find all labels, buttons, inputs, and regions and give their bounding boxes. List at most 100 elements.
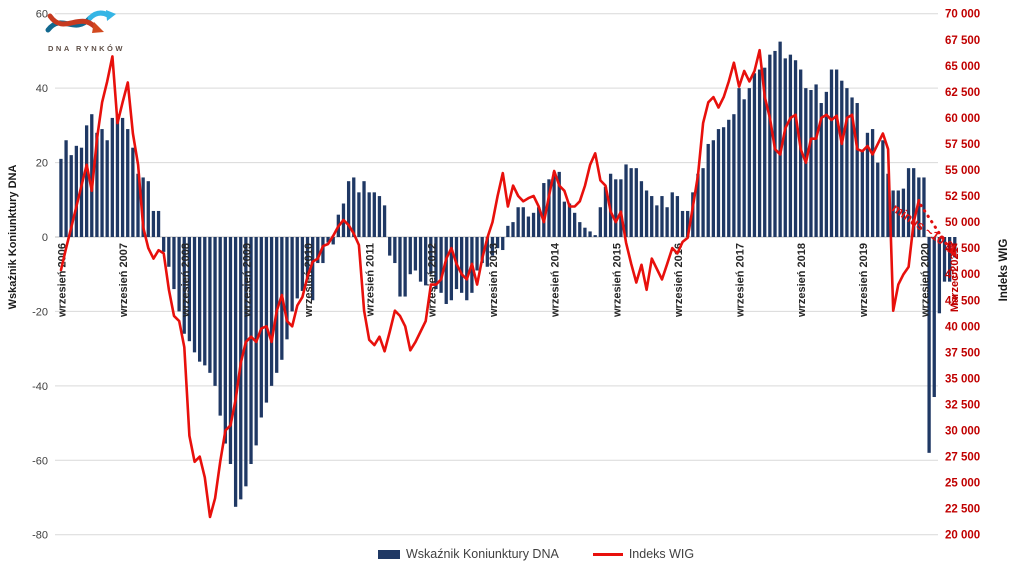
right-axis-tick: 50 000: [945, 217, 980, 229]
bar: [886, 173, 890, 237]
bar: [311, 237, 315, 301]
bar: [721, 127, 726, 237]
bar: [675, 196, 680, 237]
bar: [824, 91, 829, 237]
bar: [757, 69, 762, 238]
bar: [603, 186, 608, 237]
right-axis-tick: 45 000: [945, 269, 980, 281]
x-axis-label: wrzesień 2020: [920, 243, 932, 318]
right-axis-tick: 37 500: [945, 347, 980, 359]
right-axis-tick: 30 000: [945, 426, 980, 438]
line-swatch: [592, 552, 623, 556]
x-axis-label: wrzesień 2013: [488, 243, 500, 318]
bar: [177, 237, 181, 312]
bar: [799, 69, 803, 238]
wig-line: [59, 48, 921, 519]
legend-item-dna: Wskaźnik Koniunktury DNA: [378, 547, 559, 561]
left-axis-tick: -80: [32, 530, 48, 542]
bar: [290, 237, 294, 312]
bar: [64, 140, 68, 237]
bar: [521, 207, 525, 237]
bar: [372, 192, 376, 237]
x-axis-label: wrzesień 2015: [611, 243, 623, 318]
bar: [126, 129, 130, 237]
bar: [110, 117, 114, 237]
bar: [639, 181, 644, 237]
bar: [203, 237, 207, 366]
bar: [156, 210, 161, 237]
bar: [213, 237, 217, 386]
bar: [819, 103, 823, 238]
bar: [264, 237, 269, 403]
bar: [218, 237, 222, 416]
bar: [598, 207, 602, 237]
bar: [244, 237, 248, 487]
bar: [840, 80, 844, 237]
bar: [511, 222, 515, 237]
right-axis-tick: 62 500: [945, 87, 980, 99]
x-axis-label: wrzesień 2019: [858, 243, 870, 318]
bar: [59, 158, 63, 237]
bar: [578, 222, 582, 237]
bar: [865, 132, 870, 237]
bar: [449, 237, 454, 301]
right-axis-tick: 47 500: [945, 243, 980, 255]
bar: [624, 164, 628, 237]
bar: [732, 114, 736, 237]
bar: [382, 205, 387, 237]
right-axis-tick: 55 000: [945, 165, 980, 177]
legend-label-wig: Indeks WIG: [628, 547, 695, 561]
bar: [182, 237, 186, 334]
bar: [208, 237, 212, 373]
x-axis-label: wrzesień 2007: [118, 243, 130, 318]
bar: [850, 97, 854, 237]
bar: [906, 168, 911, 237]
left-axis-tick: 40: [36, 83, 48, 95]
brand-logo: DNA RYNKÓW: [44, 8, 134, 53]
bar: [870, 129, 875, 237]
bar: [881, 140, 885, 237]
bar: [583, 227, 587, 237]
bar: [670, 192, 674, 237]
x-axis-label: wrzesień 2011: [365, 243, 377, 317]
bar: [275, 237, 279, 373]
left-axis-tick: 60: [36, 9, 48, 21]
right-axis-tick: 35 000: [945, 373, 980, 385]
bar: [367, 192, 371, 237]
bar: [655, 205, 659, 237]
left-axis-title: Wskaźnik Koniunktury DNA: [7, 165, 19, 310]
x-axis-label-final: Marzec 2021*: [949, 242, 961, 312]
bar: [120, 117, 125, 237]
bar: [475, 237, 479, 271]
bar: [151, 210, 156, 237]
bar: [136, 173, 140, 237]
bar: [634, 168, 638, 237]
bar: [321, 237, 325, 264]
dna-indicator-bars: [59, 41, 957, 507]
right-axis-tick: 22 500: [945, 504, 980, 516]
bar: [480, 237, 484, 264]
bar: [711, 140, 715, 237]
bar: [891, 190, 895, 237]
bar: [79, 147, 84, 237]
bar: [680, 210, 685, 237]
bar: [665, 207, 669, 237]
right-axis-tick: 40 000: [945, 321, 980, 333]
bar: [942, 237, 947, 282]
right-axis-title: Indeks WIG: [998, 239, 1010, 302]
bar: [614, 179, 618, 237]
bar: [362, 181, 366, 237]
bar: [896, 190, 900, 237]
bar: [233, 237, 238, 507]
bar: [269, 237, 274, 386]
bar: [917, 177, 921, 237]
bar: [439, 237, 443, 293]
bar: [552, 171, 556, 237]
bar: [588, 231, 592, 237]
bar: [778, 41, 782, 237]
bar: [408, 237, 412, 275]
right-axis-tick: 70 000: [945, 9, 980, 21]
bar: [927, 237, 931, 453]
bar: [686, 210, 690, 237]
bar: [716, 129, 721, 237]
